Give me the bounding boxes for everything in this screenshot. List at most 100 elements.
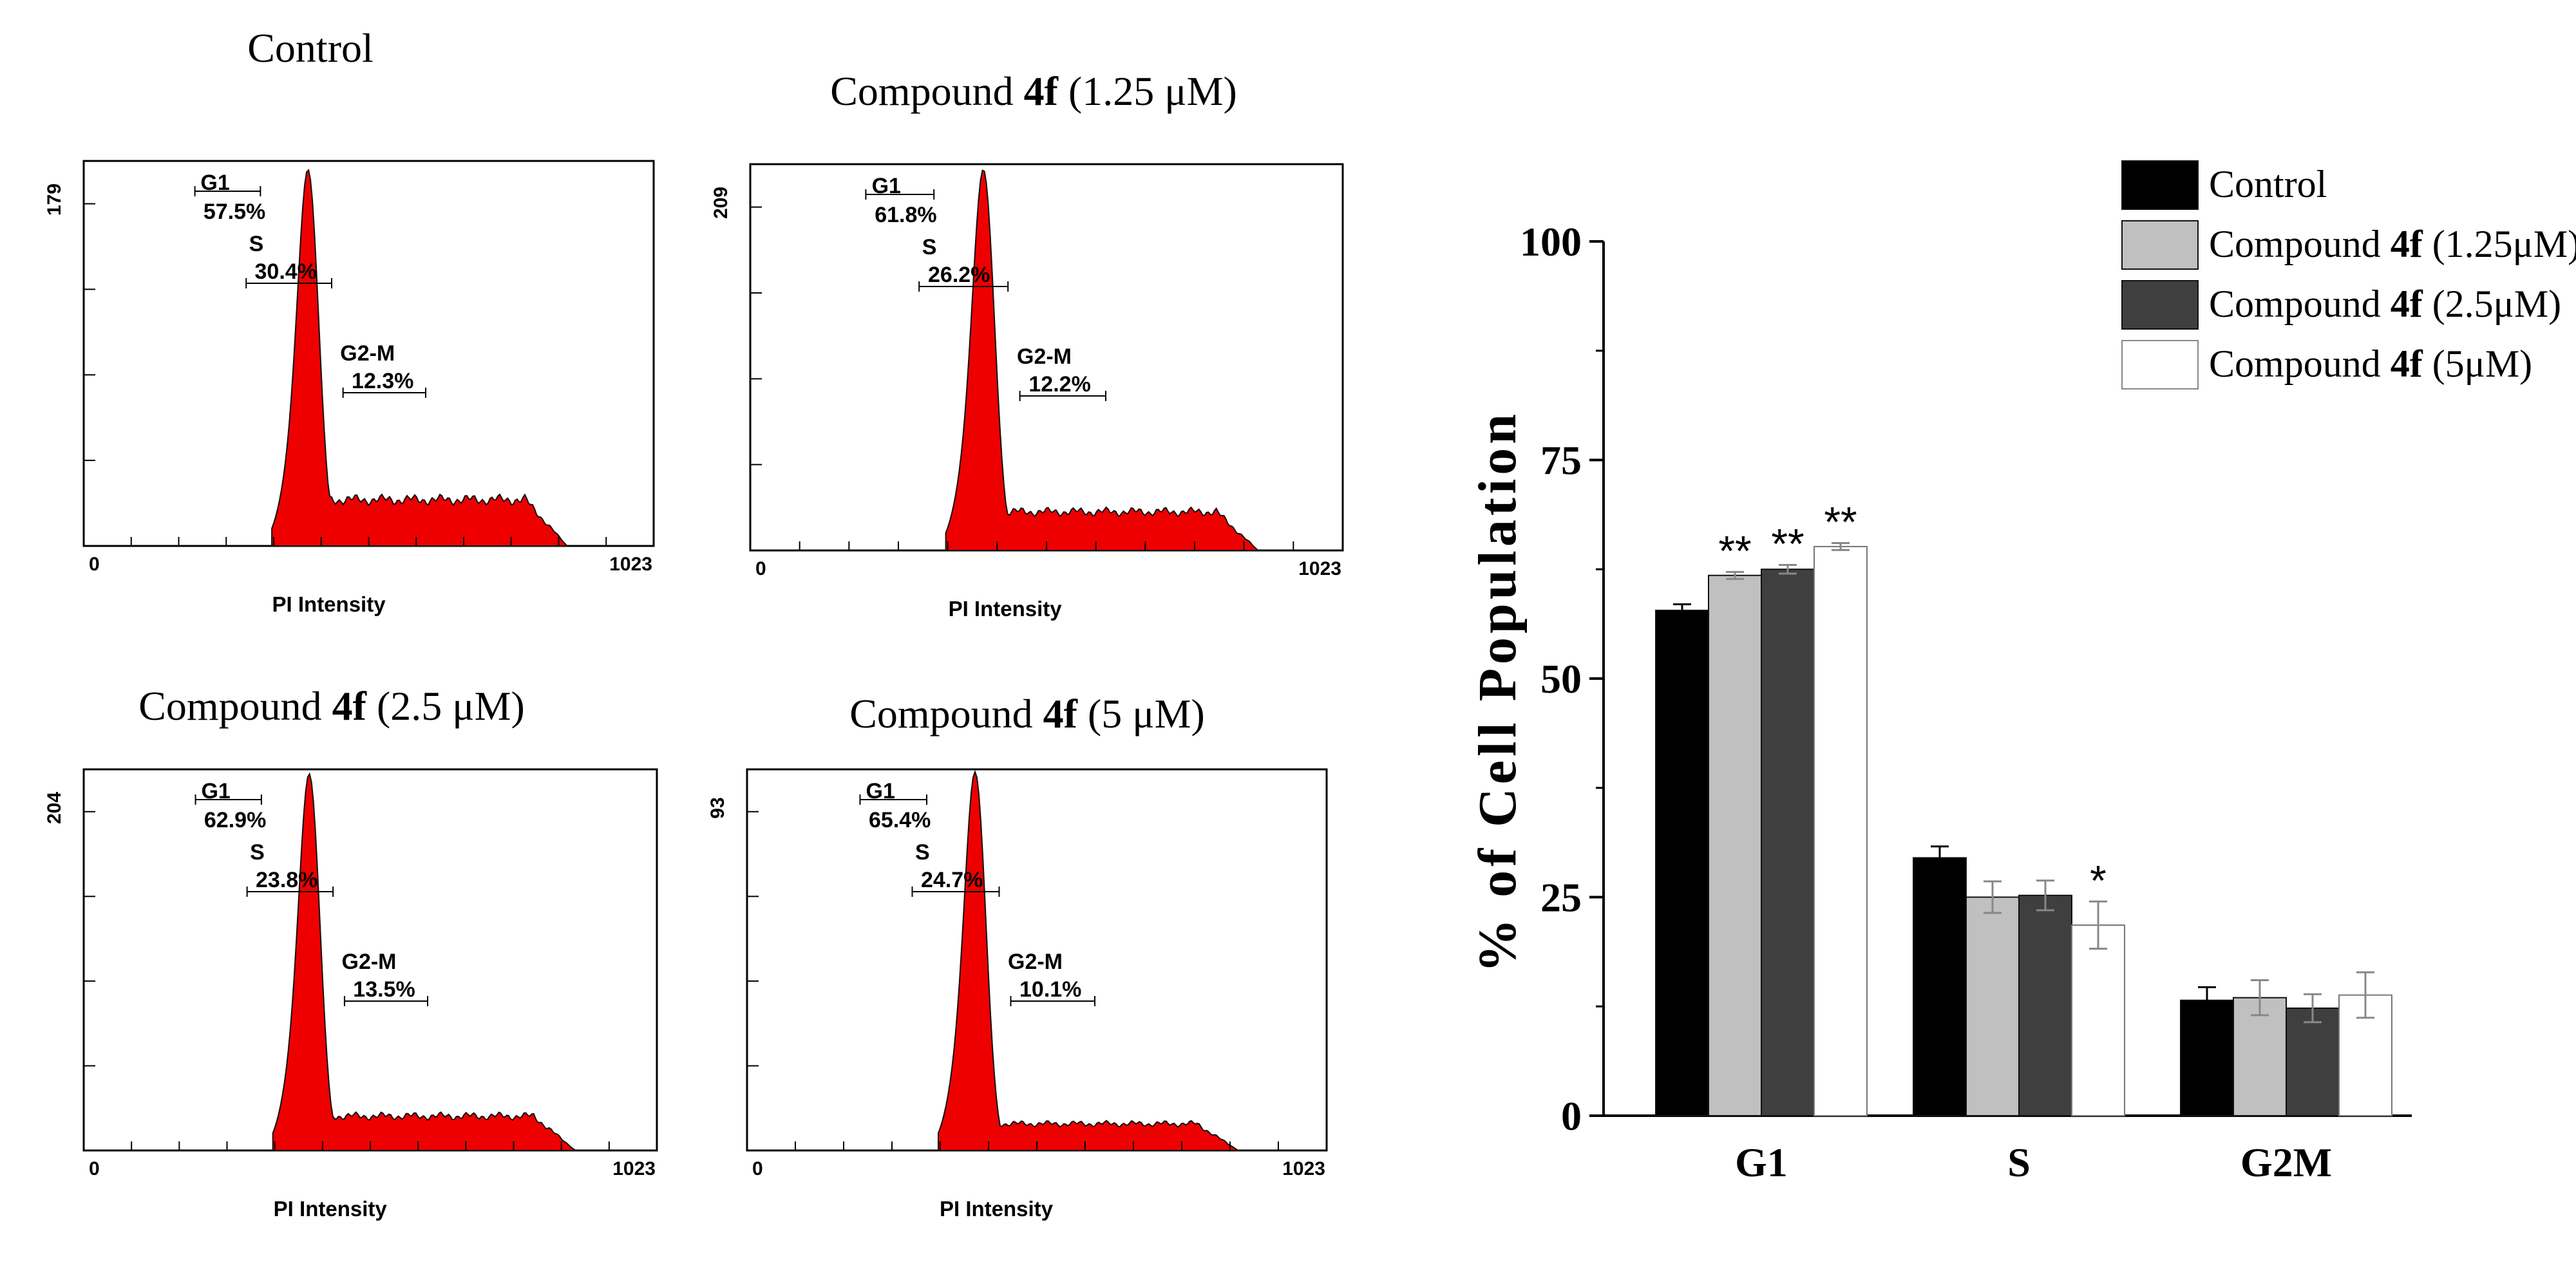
x-min-label: 0 — [89, 554, 100, 575]
g2m-percentage: 12.2% — [1028, 372, 1090, 397]
legend-label-compound: 4f — [2391, 343, 2423, 385]
title-condition: Control — [247, 25, 374, 71]
x-max-label: 1023 — [1282, 1158, 1325, 1179]
y-max-label: 179 — [44, 183, 65, 216]
dna-content-histogram — [272, 772, 578, 1151]
y-tick-label: 25 — [1540, 875, 1582, 921]
legend-label-dose: (1.25μM) — [2423, 223, 2576, 265]
x-axis-label: PI Intensity — [272, 592, 386, 616]
s-percentage: 24.7% — [921, 868, 983, 892]
g1-percentage: 65.4% — [869, 808, 931, 832]
title-condition: (1.25 μM) — [1058, 68, 1237, 114]
y-max-label: 93 — [707, 797, 728, 818]
s-percentage: 26.2% — [928, 263, 990, 287]
x-min-label: 0 — [752, 1158, 763, 1179]
s-percentage: 30.4% — [255, 259, 317, 284]
bar-g1-series-1 — [1655, 610, 1709, 1116]
histogram-title: Compound 4f (5 μM) — [849, 691, 1205, 737]
g1-percentage: 61.8% — [875, 203, 936, 227]
legend-label-prefix: Compound — [2209, 343, 2391, 385]
g1-percentage: 62.9% — [204, 808, 266, 832]
g2m-gate-label: G2-M — [340, 341, 395, 366]
significance-marker: ** — [1824, 498, 1857, 546]
histogram-panel-1: 179 0 1023 PI Intensity G1 57.5% S 30.4% G2-M 12.… — [44, 160, 655, 616]
significance-marker: ** — [1771, 520, 1804, 567]
legend-label-dose: (2.5μM) — [2423, 283, 2561, 325]
s-gate-label: S — [922, 235, 937, 259]
bar-g2m-series-1 — [2180, 999, 2234, 1117]
histogram-panel-4: 93 0 1023 PI Intensity G1 65.4% S 24.7% G2-M 10.1… — [707, 768, 1328, 1221]
y-tick-label: 75 — [1540, 438, 1582, 483]
legend-label: Compound 4f (1.25μM) — [2209, 223, 2576, 265]
bar-g2m-series-2 — [2233, 997, 2287, 1117]
title-condition: (5 μM) — [1077, 691, 1205, 737]
significance-marker: ** — [1718, 527, 1751, 574]
bar-s-series-4 — [2071, 924, 2125, 1117]
title-prefix: Compound — [830, 68, 1023, 114]
s-percentage: 23.8% — [256, 868, 317, 892]
y-tick-label: 50 — [1540, 656, 1582, 702]
title-prefix: Compound — [138, 683, 332, 729]
legend-label: Control — [2209, 163, 2327, 205]
y-tick-label: 100 — [1520, 219, 1582, 265]
histogram-panel-2: 209 0 1023 PI Intensity G1 61.8% S 26.2% G2-M 12.… — [710, 163, 1344, 621]
histogram-title: Compound 4f (1.25 μM) — [830, 68, 1237, 114]
title-compound: 4f — [1043, 691, 1078, 737]
legend-label-compound: 4f — [2391, 283, 2423, 325]
x-category-label: G1 — [1735, 1140, 1788, 1185]
title-compound: 4f — [332, 683, 367, 729]
g1-gate-label: G1 — [201, 779, 230, 803]
legend-swatch — [2121, 160, 2199, 210]
legend-label: Compound 4f (5μM) — [2209, 343, 2532, 385]
title-condition: (2.5 μM) — [366, 683, 525, 729]
x-max-label: 1023 — [609, 554, 652, 575]
significance-marker: * — [2090, 856, 2107, 904]
bar-s-series-1 — [1913, 857, 1967, 1116]
y-axis-title: % of Cell Population — [1468, 410, 1528, 973]
y-max-label: 204 — [44, 792, 65, 824]
legend-swatch — [2121, 280, 2199, 330]
x-min-label: 0 — [755, 558, 766, 579]
x-min-label: 0 — [89, 1158, 100, 1179]
g1-gate-label: G1 — [200, 171, 229, 195]
histogram-panel-3: 204 0 1023 PI Intensity G1 62.9% S 23.8% G2-M 13.… — [44, 768, 658, 1221]
g2m-gate-label: G2-M — [342, 950, 397, 974]
legend-swatch — [2121, 340, 2199, 389]
legend-label: Compound 4f (2.5μM) — [2209, 283, 2561, 325]
x-category-label: S — [2007, 1140, 2031, 1185]
s-gate-label: S — [250, 840, 265, 865]
y-max-label: 209 — [710, 187, 732, 219]
legend-label-prefix: Compound — [2209, 223, 2391, 265]
bar-s-series-3 — [2018, 894, 2072, 1117]
g2m-gate-label: G2-M — [1008, 950, 1063, 974]
x-max-label: 1023 — [1298, 558, 1341, 579]
title-prefix: Compound — [849, 691, 1043, 737]
legend-label-dose: (5μM) — [2423, 343, 2532, 385]
dna-content-histogram — [271, 169, 569, 547]
x-axis-label: PI Intensity — [949, 597, 1063, 621]
legend-label-prefix: Control — [2209, 163, 2327, 205]
g2m-percentage: 12.3% — [352, 369, 413, 393]
x-axis-label: PI Intensity — [274, 1197, 388, 1221]
title-compound: 4f — [1024, 68, 1059, 114]
g1-percentage: 57.5% — [204, 200, 265, 224]
bar-g1-series-3 — [1761, 568, 1815, 1116]
bar-g2m-series-3 — [2286, 1007, 2340, 1116]
bar-chart: 0 25 50 75 100 % of Cell Population ** ** ** G1 * S… — [1468, 219, 2412, 1185]
histogram-title: Compound 4f (2.5 μM) — [138, 683, 525, 729]
g2m-percentage: 13.5% — [353, 977, 415, 1002]
x-axis-label: PI Intensity — [940, 1197, 1054, 1221]
s-gate-label: S — [915, 840, 930, 865]
dna-content-histogram — [945, 169, 1260, 551]
legend-label-compound: 4f — [2391, 223, 2423, 265]
y-tick-label: 0 — [1561, 1093, 1582, 1139]
dna-content-histogram — [938, 769, 1241, 1151]
x-max-label: 1023 — [612, 1158, 656, 1179]
x-category-label: G2M — [2240, 1140, 2332, 1185]
s-gate-label: S — [249, 232, 264, 256]
legend-label-prefix: Compound — [2209, 283, 2391, 325]
g2m-percentage: 10.1% — [1019, 977, 1081, 1002]
histogram-title: Control — [247, 25, 374, 71]
